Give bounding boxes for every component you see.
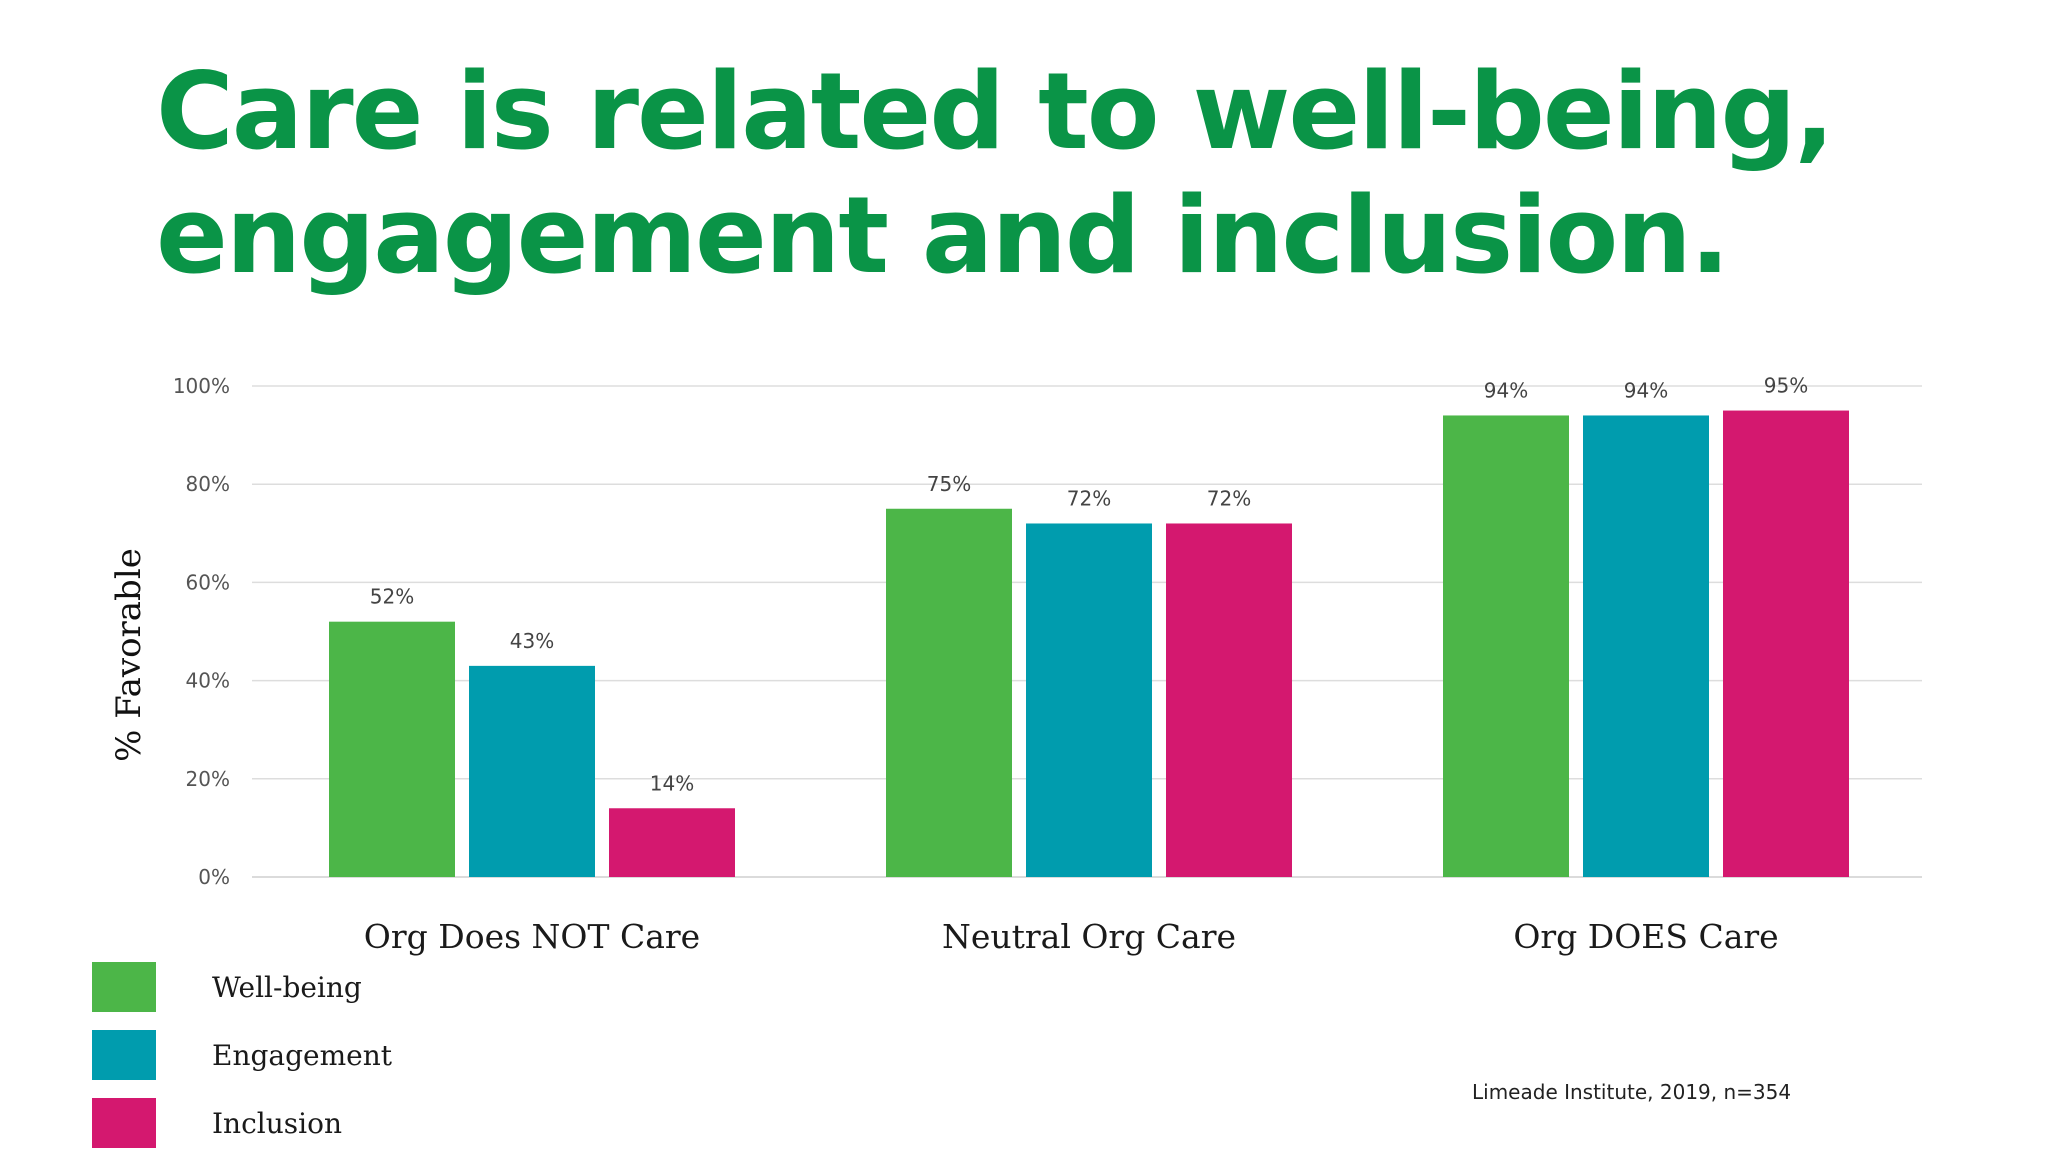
bar-well-being-3 bbox=[1443, 415, 1569, 877]
y-tick-label: 40% bbox=[186, 669, 230, 693]
legend-label-engagement: Engagement bbox=[212, 1038, 392, 1072]
legend: Well-being Engagement Inclusion bbox=[92, 962, 392, 1166]
data-label-well-being-3: 94% bbox=[1484, 378, 1528, 402]
y-tick-label: 20% bbox=[186, 767, 230, 791]
title-line-2: engagement and inclusion. bbox=[156, 174, 1730, 297]
data-label-inclusion-3: 95% bbox=[1764, 374, 1808, 398]
bar-engagement-3 bbox=[1583, 415, 1709, 877]
title-line-1: Care is related to well-being, bbox=[156, 50, 1835, 173]
bar-inclusion-2 bbox=[1166, 523, 1292, 877]
data-label-engagement-2: 72% bbox=[1067, 486, 1111, 510]
bar-engagement-2 bbox=[1026, 523, 1152, 877]
data-label-inclusion-1: 14% bbox=[650, 771, 694, 795]
data-label-engagement-1: 43% bbox=[510, 629, 554, 653]
data-label-well-being-1: 52% bbox=[370, 585, 414, 609]
y-tick-label: 80% bbox=[186, 472, 230, 496]
bar-inclusion-3 bbox=[1723, 410, 1849, 877]
legend-label-inclusion: Inclusion bbox=[212, 1106, 342, 1140]
bar-inclusion-1 bbox=[609, 808, 735, 877]
y-tick-label: 0% bbox=[198, 865, 230, 889]
legend-swatch-inclusion bbox=[92, 1098, 156, 1148]
legend-swatch-well-being bbox=[92, 962, 156, 1012]
bar-engagement-1 bbox=[469, 665, 595, 877]
category-label-2: Neutral Org Care bbox=[942, 917, 1236, 956]
y-tick-label: 100% bbox=[173, 374, 230, 398]
source-note: Limeade Institute, 2019, n=354 bbox=[1472, 1080, 1792, 1104]
legend-label-well-being: Well-being bbox=[212, 970, 362, 1004]
y-tick-label: 60% bbox=[186, 570, 230, 594]
bars bbox=[329, 410, 1849, 877]
data-label-engagement-3: 94% bbox=[1624, 378, 1668, 402]
category-label-1: Org Does NOT Care bbox=[364, 917, 700, 956]
labels: 0% 20% 40% 60% 80% 100% 52% 43% 14% Org Does NOT … bbox=[173, 374, 1808, 956]
bar-well-being-2 bbox=[886, 508, 1012, 877]
y-axis-title: % Favorable bbox=[109, 548, 149, 762]
data-label-inclusion-2: 72% bbox=[1207, 486, 1251, 510]
legend-swatch-engagement bbox=[92, 1030, 156, 1080]
legend-item-well-being: Well-being bbox=[92, 962, 392, 1012]
legend-item-inclusion: Inclusion bbox=[92, 1098, 392, 1148]
category-label-3: Org DOES Care bbox=[1513, 917, 1778, 956]
bar-well-being-1 bbox=[329, 621, 455, 877]
chart-title: Care is related to well-being, engagemen… bbox=[156, 50, 1956, 298]
data-label-well-being-2: 75% bbox=[927, 472, 971, 496]
legend-item-engagement: Engagement bbox=[92, 1030, 392, 1080]
